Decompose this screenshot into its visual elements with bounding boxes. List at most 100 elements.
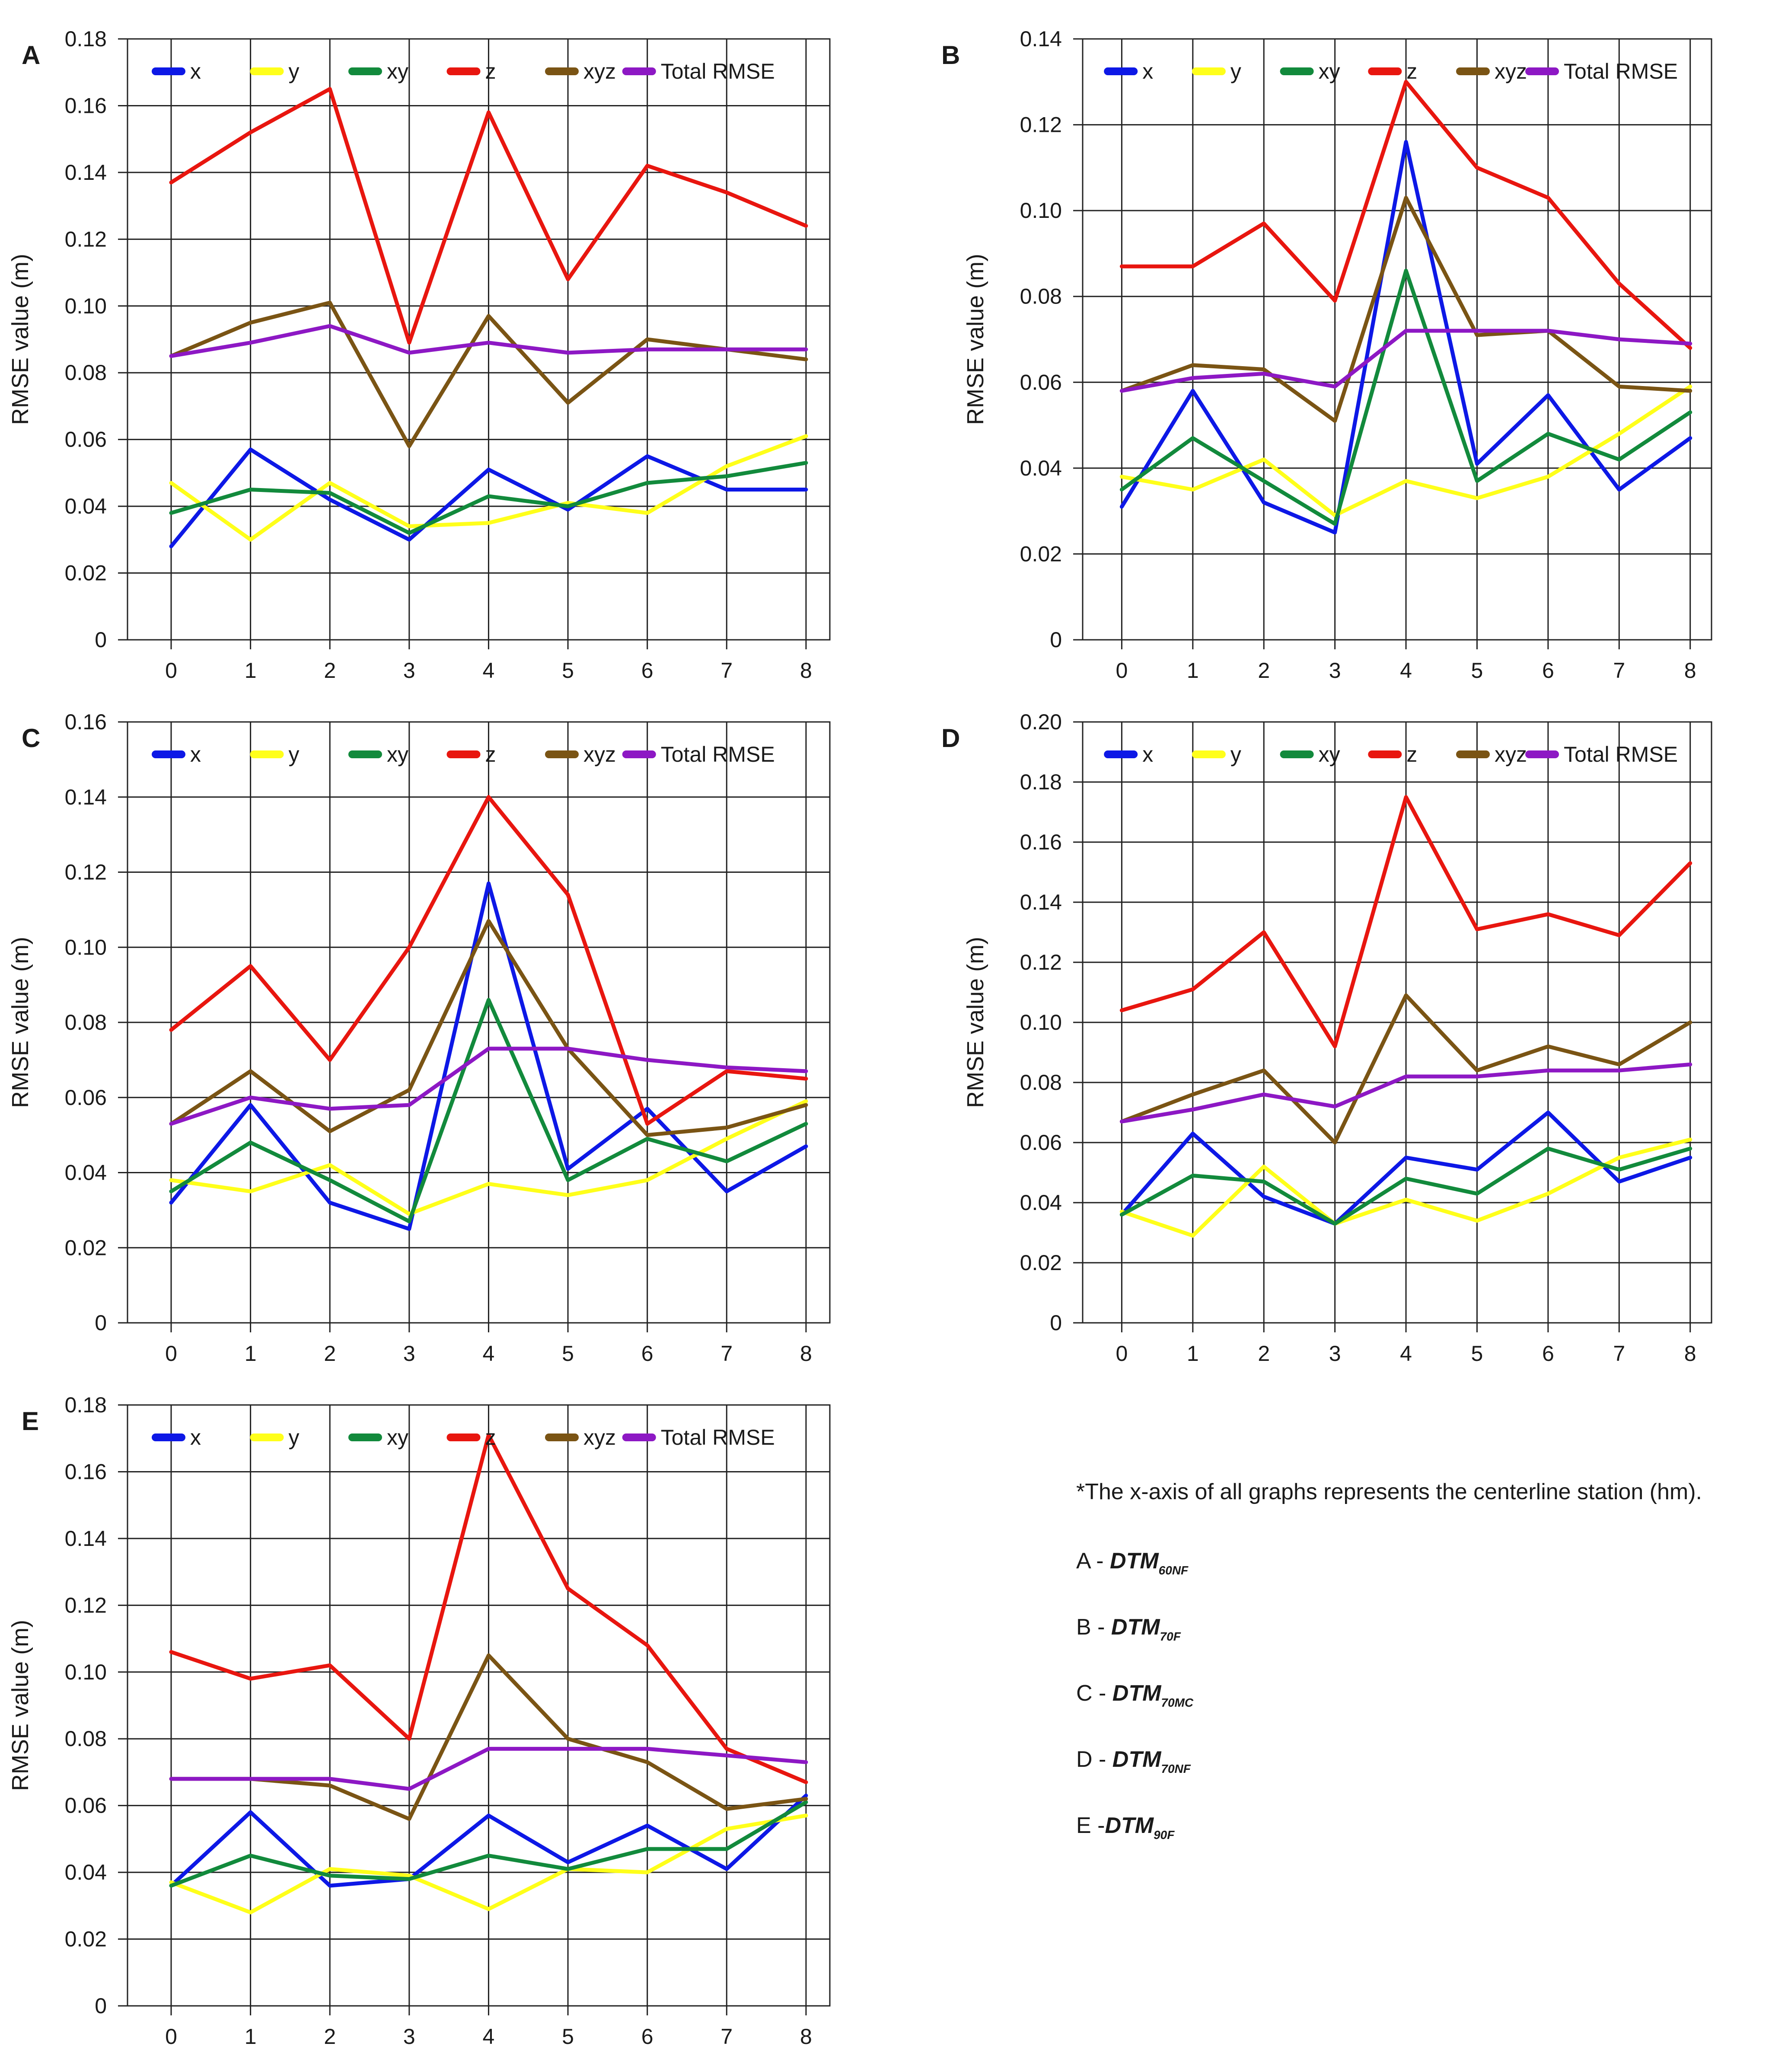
x-tick-label: 6 — [641, 658, 653, 683]
series-line-total-rmse — [1119, 1062, 1693, 1124]
series-line-total-rmse — [169, 1746, 808, 1791]
x-tick-label: 7 — [720, 658, 733, 683]
series-line-total-rmse — [169, 324, 808, 358]
chart-panel-e: E 0 0.02 0.04 0.06 0.08 0.10 0.12 0.14 0.16 0.18 0 1… — [7, 1393, 831, 2049]
y-tick-label: 0.12 — [1020, 113, 1062, 137]
y-tick-label: 0.10 — [65, 294, 107, 318]
legend-label: x — [190, 742, 201, 766]
plot-frame — [127, 721, 831, 1324]
plot-frame — [1082, 721, 1712, 1324]
x-tick-label: 1 — [245, 658, 257, 683]
panel-label: E — [22, 1407, 39, 1436]
y-tick-label: 0.14 — [65, 785, 107, 809]
y-tick-label: 0 — [95, 1311, 107, 1335]
x-tick-label: 1 — [245, 2024, 257, 2049]
legend-label: Total RMSE — [661, 742, 775, 766]
y-tick-label: 0.12 — [1020, 950, 1062, 974]
series-line-y — [1119, 1137, 1693, 1238]
legend-label: xy — [387, 59, 408, 83]
x-tick-label: 0 — [165, 1341, 177, 1366]
series-line-z — [169, 795, 808, 1126]
note-prefix: D - — [1076, 1747, 1112, 1772]
y-tick-label: 0.16 — [1020, 830, 1062, 854]
y-tick-label: 0.02 — [65, 1236, 107, 1260]
note-dtm: DTM — [1110, 1548, 1159, 1574]
y-axis-title: RMSE value (m) — [963, 937, 988, 1108]
note-prefix: B - — [1076, 1615, 1111, 1640]
legend-label: x — [190, 1425, 201, 1449]
series-line-total-rmse — [169, 1047, 808, 1126]
chart-panel-b: B 0 0.02 0.04 0.06 0.08 0.10 0.12 0.14 0 1 2 3 4 5 6 7 8 R… — [941, 27, 1712, 683]
y-tick-label: 0.02 — [1020, 542, 1062, 566]
x-tick-label: 8 — [1684, 1341, 1696, 1366]
note-dtm: DTM — [1111, 1615, 1160, 1640]
plot-frame — [1082, 38, 1712, 641]
y-tick-label: 0 — [95, 628, 107, 652]
x-tick-label: 4 — [483, 658, 495, 683]
y-tick-label: 0.18 — [1020, 770, 1062, 794]
y-tick-label: 0.14 — [65, 160, 107, 185]
y-tick-label: 0.08 — [1020, 284, 1062, 309]
note-item-c: C - DTM70MC — [1076, 1681, 1193, 1709]
x-tick-label: 2 — [1258, 1341, 1270, 1366]
legend-label: Total RMSE — [661, 1425, 775, 1449]
y-tick-label: 0.10 — [65, 935, 107, 959]
legend-label: x — [1142, 742, 1153, 766]
y-tick-label: 0.14 — [65, 1526, 107, 1551]
y-tick-label: 0 — [95, 1994, 107, 2018]
chart-panel-c: C 0 0.02 0.04 0.06 0.08 0.10 0.12 0.14 0.16 0 1 2 3 4 5… — [7, 710, 831, 1366]
y-tick-label: 0 — [1050, 628, 1062, 652]
legend-label: z — [1406, 59, 1417, 83]
note-prefix: A - — [1076, 1548, 1110, 1574]
x-tick-label: 4 — [483, 2024, 495, 2049]
x-tick-label: 3 — [1329, 1341, 1341, 1366]
legend-label: Total RMSE — [1564, 59, 1678, 83]
series-line-xyz — [1119, 195, 1693, 423]
legend-label: xyz — [583, 59, 616, 83]
panel-label: B — [941, 41, 960, 70]
note-subscript: 70F — [1160, 1630, 1181, 1643]
legend-label: xy — [387, 1425, 408, 1449]
y-tick-label: 0.08 — [65, 361, 107, 385]
legend-label: xyz — [583, 742, 616, 766]
y-tick-label: 0.02 — [1020, 1251, 1062, 1275]
x-tick-label: 8 — [800, 1341, 812, 1366]
note-prefix: C - — [1076, 1681, 1112, 1706]
note-item-b: B - DTM70F — [1076, 1615, 1181, 1643]
x-tick-label: 4 — [483, 1341, 495, 1366]
chart-panel-d: D 0 0.02 0.04 0.06 0.08 0.10 0.12 0.14 0.16 0.18 0.… — [941, 710, 1712, 1366]
y-tick-label: 0.02 — [65, 561, 107, 585]
note-prefix: E - — [1076, 1813, 1105, 1838]
x-tick-label: 3 — [403, 2024, 415, 2049]
x-tick-label: 3 — [1329, 658, 1341, 683]
x-tick-label: 2 — [1258, 658, 1270, 683]
series-line-total-rmse — [1119, 329, 1693, 393]
y-tick-label: 0.06 — [1020, 1130, 1062, 1155]
x-tick-label: 5 — [562, 2024, 574, 2049]
panel-label: A — [22, 41, 40, 70]
series-line-y — [169, 1813, 808, 1915]
y-tick-label: 0.04 — [65, 1161, 107, 1185]
note-item-d: D - DTM70NF — [1076, 1747, 1191, 1775]
y-tick-label: 0.12 — [65, 860, 107, 884]
legend-label: Total RMSE — [661, 59, 775, 83]
series-line-xyz — [169, 1653, 808, 1821]
y-tick-label: 0.16 — [65, 710, 107, 734]
chart-panel-a: A 0 0.02 0.04 0.06 0.08 0.10 0.12 0.14 0.16 0.18 0 1… — [7, 27, 831, 683]
legend-label: x — [190, 59, 201, 83]
legend-label: xyz — [1495, 742, 1527, 766]
y-tick-label: 0.16 — [65, 93, 107, 118]
series-line-xyz — [1119, 993, 1693, 1145]
series-line-xy — [1119, 1146, 1693, 1226]
y-tick-label: 0.12 — [65, 1593, 107, 1617]
plot-frame — [127, 1404, 831, 2007]
x-tick-label: 5 — [562, 1341, 574, 1366]
panel-label: C — [22, 724, 40, 753]
legend-label: xyz — [1495, 59, 1527, 83]
series-line-z — [1119, 80, 1693, 350]
x-tick-label: 8 — [800, 2024, 812, 2049]
x-tick-label: 6 — [1542, 658, 1554, 683]
x-tick-label: 3 — [403, 658, 415, 683]
axis-caption: *The x-axis of all graphs represents the… — [1076, 1479, 1702, 1504]
legend-label: y — [1230, 742, 1241, 766]
